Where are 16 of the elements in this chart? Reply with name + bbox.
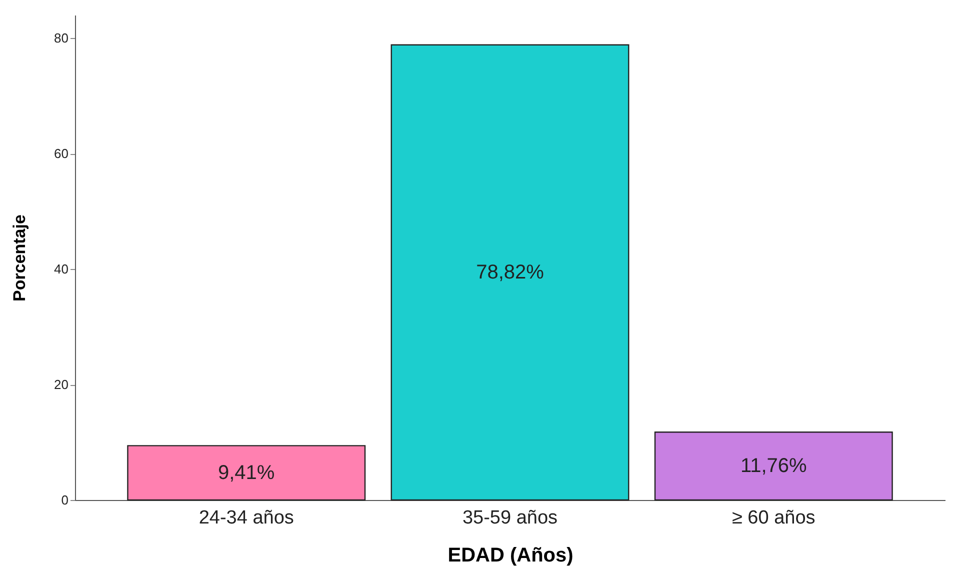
x-axis-title: EDAD (Años) bbox=[448, 544, 574, 566]
y-tick-label: 40 bbox=[54, 262, 68, 277]
x-tick-label: 35-59 años bbox=[462, 508, 558, 528]
x-tick-label: 24-34 años bbox=[198, 508, 294, 528]
data-label: 9,41% bbox=[218, 462, 275, 484]
data-label: 11,76% bbox=[740, 455, 808, 478]
y-axis-title: Porcentaje bbox=[10, 214, 30, 302]
y-tick-label: 80 bbox=[54, 30, 68, 46]
x-tick-label: ≥ 60 años bbox=[732, 508, 816, 528]
bar bbox=[127, 445, 366, 501]
data-label: 78,82% bbox=[476, 261, 544, 284]
bar bbox=[390, 44, 630, 501]
y-tick-label: 60 bbox=[54, 146, 68, 162]
y-tick-label: 0 bbox=[61, 492, 68, 508]
y-tick-label: 20 bbox=[54, 377, 68, 392]
bar bbox=[654, 432, 893, 501]
